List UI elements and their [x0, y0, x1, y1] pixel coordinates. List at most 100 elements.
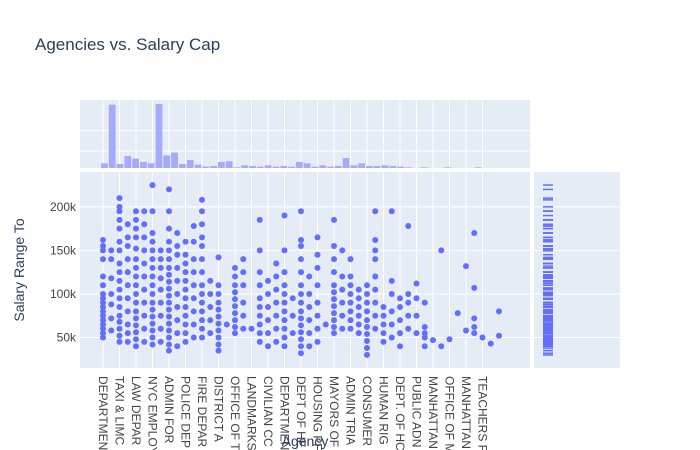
data-point — [116, 325, 123, 332]
data-point — [166, 271, 172, 278]
data-point — [397, 330, 403, 337]
data-point — [100, 317, 106, 324]
data-point — [100, 321, 106, 328]
data-point — [281, 334, 288, 341]
plot-area-background — [80, 172, 530, 368]
data-point — [232, 330, 238, 337]
histogram-bar — [443, 167, 451, 168]
histogram-bar — [155, 104, 163, 168]
data-point — [322, 321, 329, 328]
data-point — [331, 216, 337, 223]
data-point — [116, 208, 123, 215]
data-point — [463, 327, 469, 334]
data-point — [116, 304, 123, 311]
data-point — [207, 304, 214, 311]
data-point — [298, 299, 304, 306]
data-point — [281, 290, 288, 297]
data-point — [273, 312, 280, 319]
x-tick-label: NYC EMPLOY — [146, 376, 160, 450]
data-point — [421, 324, 428, 331]
x-tick-label: MANHATTAN — [459, 376, 473, 449]
data-point — [199, 308, 205, 315]
data-point — [232, 296, 238, 303]
data-point — [364, 331, 370, 338]
data-point — [331, 330, 337, 337]
histogram-bar — [389, 166, 397, 168]
histogram-bar — [241, 165, 249, 168]
data-point — [281, 212, 288, 219]
data-point — [116, 338, 123, 345]
x-tick-label: LAW DEPAR — [129, 376, 143, 446]
data-point — [141, 221, 148, 228]
data-point — [149, 299, 156, 306]
data-point — [116, 195, 123, 202]
data-point — [141, 312, 148, 319]
data-point — [289, 312, 296, 319]
data-point — [388, 334, 395, 341]
data-point — [199, 234, 205, 241]
histogram-bar — [280, 166, 288, 168]
x-tick-label: DEPT. OF HC — [393, 376, 407, 450]
histogram-bar — [139, 162, 147, 168]
data-point — [331, 296, 337, 303]
data-point — [215, 254, 222, 261]
marginal-histogram-background — [80, 100, 530, 168]
data-point — [100, 273, 106, 280]
scatter-points — [100, 182, 502, 358]
data-point — [281, 299, 288, 306]
data-point — [174, 330, 181, 337]
data-point — [240, 299, 247, 306]
data-point — [347, 308, 354, 315]
data-point — [388, 208, 395, 215]
data-point — [298, 208, 304, 215]
data-point — [166, 256, 172, 263]
data-point — [298, 336, 304, 343]
x-axis-title: Agency — [282, 433, 329, 449]
data-point — [116, 247, 123, 254]
data-point — [256, 269, 263, 276]
data-point — [256, 338, 263, 345]
data-point — [100, 308, 106, 315]
data-point — [199, 221, 205, 228]
data-point — [405, 290, 412, 297]
data-point — [487, 340, 494, 347]
data-point — [100, 236, 106, 243]
data-point — [133, 282, 139, 289]
data-point — [306, 304, 313, 311]
data-point — [100, 312, 106, 319]
data-point — [364, 299, 370, 306]
data-point — [281, 308, 288, 315]
data-point — [314, 264, 321, 271]
data-point — [133, 315, 139, 322]
data-point — [141, 325, 148, 332]
data-point — [298, 256, 304, 263]
data-point — [174, 229, 181, 236]
data-point — [364, 308, 370, 315]
data-point — [232, 317, 238, 324]
data-point — [496, 332, 502, 339]
data-point — [190, 269, 197, 276]
data-point — [157, 247, 164, 254]
histogram-bar — [381, 165, 389, 168]
data-point — [199, 269, 205, 276]
data-point — [215, 313, 222, 320]
data-point — [190, 223, 197, 230]
data-point — [182, 304, 189, 311]
data-point — [430, 337, 436, 344]
x-tick-label: LANDMARKS — [245, 376, 259, 450]
y-axis: 50k 100k 150k 200k — [50, 200, 77, 345]
data-point — [182, 251, 189, 258]
data-point — [133, 245, 139, 252]
histogram-bar — [163, 155, 171, 168]
data-point — [273, 273, 280, 280]
y-tick-label: 150k — [50, 243, 77, 257]
data-point — [446, 336, 453, 343]
data-point — [157, 299, 164, 306]
data-point — [133, 336, 139, 343]
data-point — [405, 223, 412, 230]
data-point — [116, 286, 123, 293]
data-point — [174, 304, 181, 311]
histogram-bar — [132, 158, 139, 168]
data-point — [298, 290, 304, 297]
